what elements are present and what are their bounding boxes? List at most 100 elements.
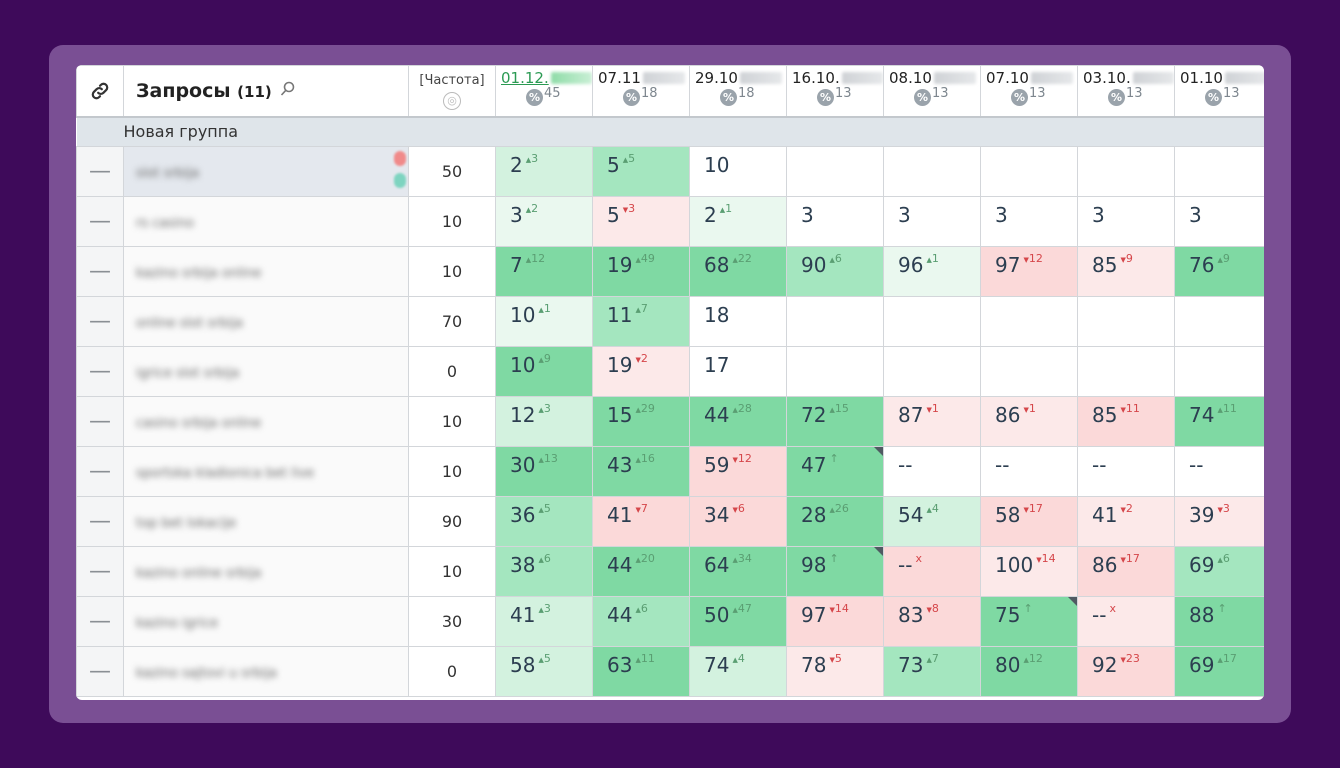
link-icon[interactable] xyxy=(78,80,123,102)
position-cell[interactable]: 28 ▲26 xyxy=(786,496,884,547)
position-cell[interactable]: 5 ▼3 xyxy=(592,196,690,247)
position-cell[interactable]: 3 xyxy=(1174,196,1264,247)
position-cell[interactable]: 11 ▲7 xyxy=(592,296,690,347)
date-column-header[interactable]: 08.10% 13 xyxy=(883,65,981,118)
date-label[interactable]: 03.10. xyxy=(1083,69,1174,87)
date-label[interactable]: 29.10 xyxy=(695,69,786,87)
row-collapse-icon[interactable]: — xyxy=(76,196,124,247)
table-row[interactable]: — rs casino 10 3 ▲2 5 ▼3 2 ▲1 3 3 3 3 3 xyxy=(76,196,1264,247)
group-row[interactable]: Новая группа xyxy=(76,116,1264,147)
position-cell[interactable] xyxy=(1174,346,1264,397)
queries-column-header[interactable]: Запросы (11) xyxy=(123,65,409,118)
row-collapse-icon[interactable]: — xyxy=(76,346,124,397)
position-cell[interactable] xyxy=(883,296,981,347)
position-cell[interactable]: 44 ▲20 xyxy=(592,546,690,597)
group-name[interactable]: Новая группа xyxy=(76,116,1264,147)
position-cell[interactable]: 19 ▼2 xyxy=(592,346,690,397)
position-cell[interactable]: 80 ▲12 xyxy=(980,646,1078,697)
date-label[interactable]: 16.10. xyxy=(792,69,883,87)
position-cell[interactable] xyxy=(1077,146,1175,197)
position-cell[interactable] xyxy=(883,146,981,197)
position-cell[interactable]: -- xyxy=(1174,446,1264,497)
query-cell[interactable]: slot srbija xyxy=(123,146,409,197)
position-cell[interactable]: 64 ▲34 xyxy=(689,546,787,597)
date-column-header[interactable]: 03.10.% 13 xyxy=(1077,65,1175,118)
position-cell[interactable] xyxy=(786,346,884,397)
row-collapse-icon[interactable]: — xyxy=(76,146,124,197)
position-cell[interactable]: -- xyxy=(980,446,1078,497)
position-cell[interactable]: 3 xyxy=(786,196,884,247)
position-cell[interactable]: 100 ▼14 xyxy=(980,546,1078,597)
position-cell[interactable]: 18 xyxy=(689,296,787,347)
date-column-header[interactable]: 16.10.% 13 xyxy=(786,65,884,118)
position-cell[interactable]: 2 ▲3 xyxy=(495,146,593,197)
position-cell[interactable]: 44 ▲6 xyxy=(592,596,690,647)
date-label[interactable]: 01.12. xyxy=(501,69,592,87)
date-column-header[interactable]: 01.10% 13 xyxy=(1174,65,1264,118)
row-collapse-icon[interactable]: — xyxy=(76,396,124,447)
position-cell[interactable]: 54 ▲4 xyxy=(883,496,981,547)
position-cell[interactable]: 7 ▲12 xyxy=(495,246,593,297)
date-column-header[interactable]: 07.10% 13 xyxy=(980,65,1078,118)
position-cell[interactable]: 17 xyxy=(689,346,787,397)
position-cell[interactable]: 44 ▲28 xyxy=(689,396,787,447)
position-cell[interactable]: 68 ▲22 xyxy=(689,246,787,297)
row-collapse-icon[interactable]: — xyxy=(76,646,124,697)
position-cell[interactable] xyxy=(786,296,884,347)
table-row[interactable]: — top bet lokacije 90 36 ▲5 41 ▼7 34 ▼6 28 ▲26 54 ▲4… xyxy=(76,496,1264,547)
position-cell[interactable]: 19 ▲49 xyxy=(592,246,690,297)
position-cell[interactable]: 69 ▲17 xyxy=(1174,646,1264,697)
position-cell[interactable]: 38 ▲6 xyxy=(495,546,593,597)
position-cell[interactable]: -- x xyxy=(1077,596,1175,647)
position-cell[interactable]: 96 ▲1 xyxy=(883,246,981,297)
row-collapse-icon[interactable]: — xyxy=(76,596,124,647)
position-cell[interactable]: 59 ▼12 xyxy=(689,446,787,497)
date-label[interactable]: 08.10 xyxy=(889,69,980,87)
table-row[interactable]: — kazino online srbija 10 38 ▲6 44 ▲20 64 ▲34 98 ↑… xyxy=(76,546,1264,597)
position-cell[interactable]: 74 ▲4 xyxy=(689,646,787,697)
table-row[interactable]: — kazino sajtovi u srbija 0 58 ▲5 63 ▲11 74 ▲4 78… xyxy=(76,646,1264,697)
position-cell[interactable]: -- x xyxy=(883,546,981,597)
position-cell[interactable]: 98 ↑ xyxy=(786,546,884,597)
date-label[interactable]: 01.10 xyxy=(1180,69,1264,87)
query-cell[interactable]: igrice slot srbija xyxy=(123,346,409,397)
position-cell[interactable]: 72 ▲15 xyxy=(786,396,884,447)
position-cell[interactable] xyxy=(1077,346,1175,397)
position-cell[interactable] xyxy=(883,346,981,397)
row-collapse-icon[interactable]: — xyxy=(76,446,124,497)
position-cell[interactable]: 10 xyxy=(689,146,787,197)
position-cell[interactable]: 87 ▼1 xyxy=(883,396,981,447)
position-cell[interactable]: 12 ▲3 xyxy=(495,396,593,447)
date-column-header[interactable]: 01.12.% 45 xyxy=(495,65,593,118)
query-cell[interactable]: kazino srbija online xyxy=(123,246,409,297)
position-cell[interactable]: 36 ▲5 xyxy=(495,496,593,547)
position-cell[interactable]: 58 ▲5 xyxy=(495,646,593,697)
position-cell[interactable]: 86 ▼17 xyxy=(1077,546,1175,597)
position-cell[interactable]: 74 ▲11 xyxy=(1174,396,1264,447)
position-cell[interactable] xyxy=(786,146,884,197)
position-cell[interactable]: 34 ▼6 xyxy=(689,496,787,547)
position-cell[interactable]: 10 ▲9 xyxy=(495,346,593,397)
query-cell[interactable]: kazino online srbija xyxy=(123,546,409,597)
position-cell[interactable]: 3 xyxy=(980,196,1078,247)
position-cell[interactable]: 3 xyxy=(1077,196,1175,247)
query-cell[interactable]: casino srbija online xyxy=(123,396,409,447)
position-cell[interactable]: 63 ▲11 xyxy=(592,646,690,697)
position-cell[interactable]: 83 ▼8 xyxy=(883,596,981,647)
position-cell[interactable] xyxy=(1174,146,1264,197)
position-cell[interactable]: 30 ▲13 xyxy=(495,446,593,497)
query-cell[interactable]: kazino igrice xyxy=(123,596,409,647)
position-cell[interactable]: 5 ▲5 xyxy=(592,146,690,197)
position-cell[interactable]: 75 ↑ xyxy=(980,596,1078,647)
position-cell[interactable] xyxy=(980,146,1078,197)
position-cell[interactable] xyxy=(980,296,1078,347)
position-cell[interactable]: 39 ▼3 xyxy=(1174,496,1264,547)
date-label[interactable]: 07.10 xyxy=(986,69,1077,87)
position-cell[interactable] xyxy=(1174,296,1264,347)
query-cell[interactable]: rs casino xyxy=(123,196,409,247)
position-cell[interactable] xyxy=(980,346,1078,397)
position-cell[interactable]: -- xyxy=(883,446,981,497)
position-cell[interactable]: -- xyxy=(1077,446,1175,497)
row-collapse-icon[interactable]: — xyxy=(76,546,124,597)
query-cell[interactable]: online slot srbija xyxy=(123,296,409,347)
